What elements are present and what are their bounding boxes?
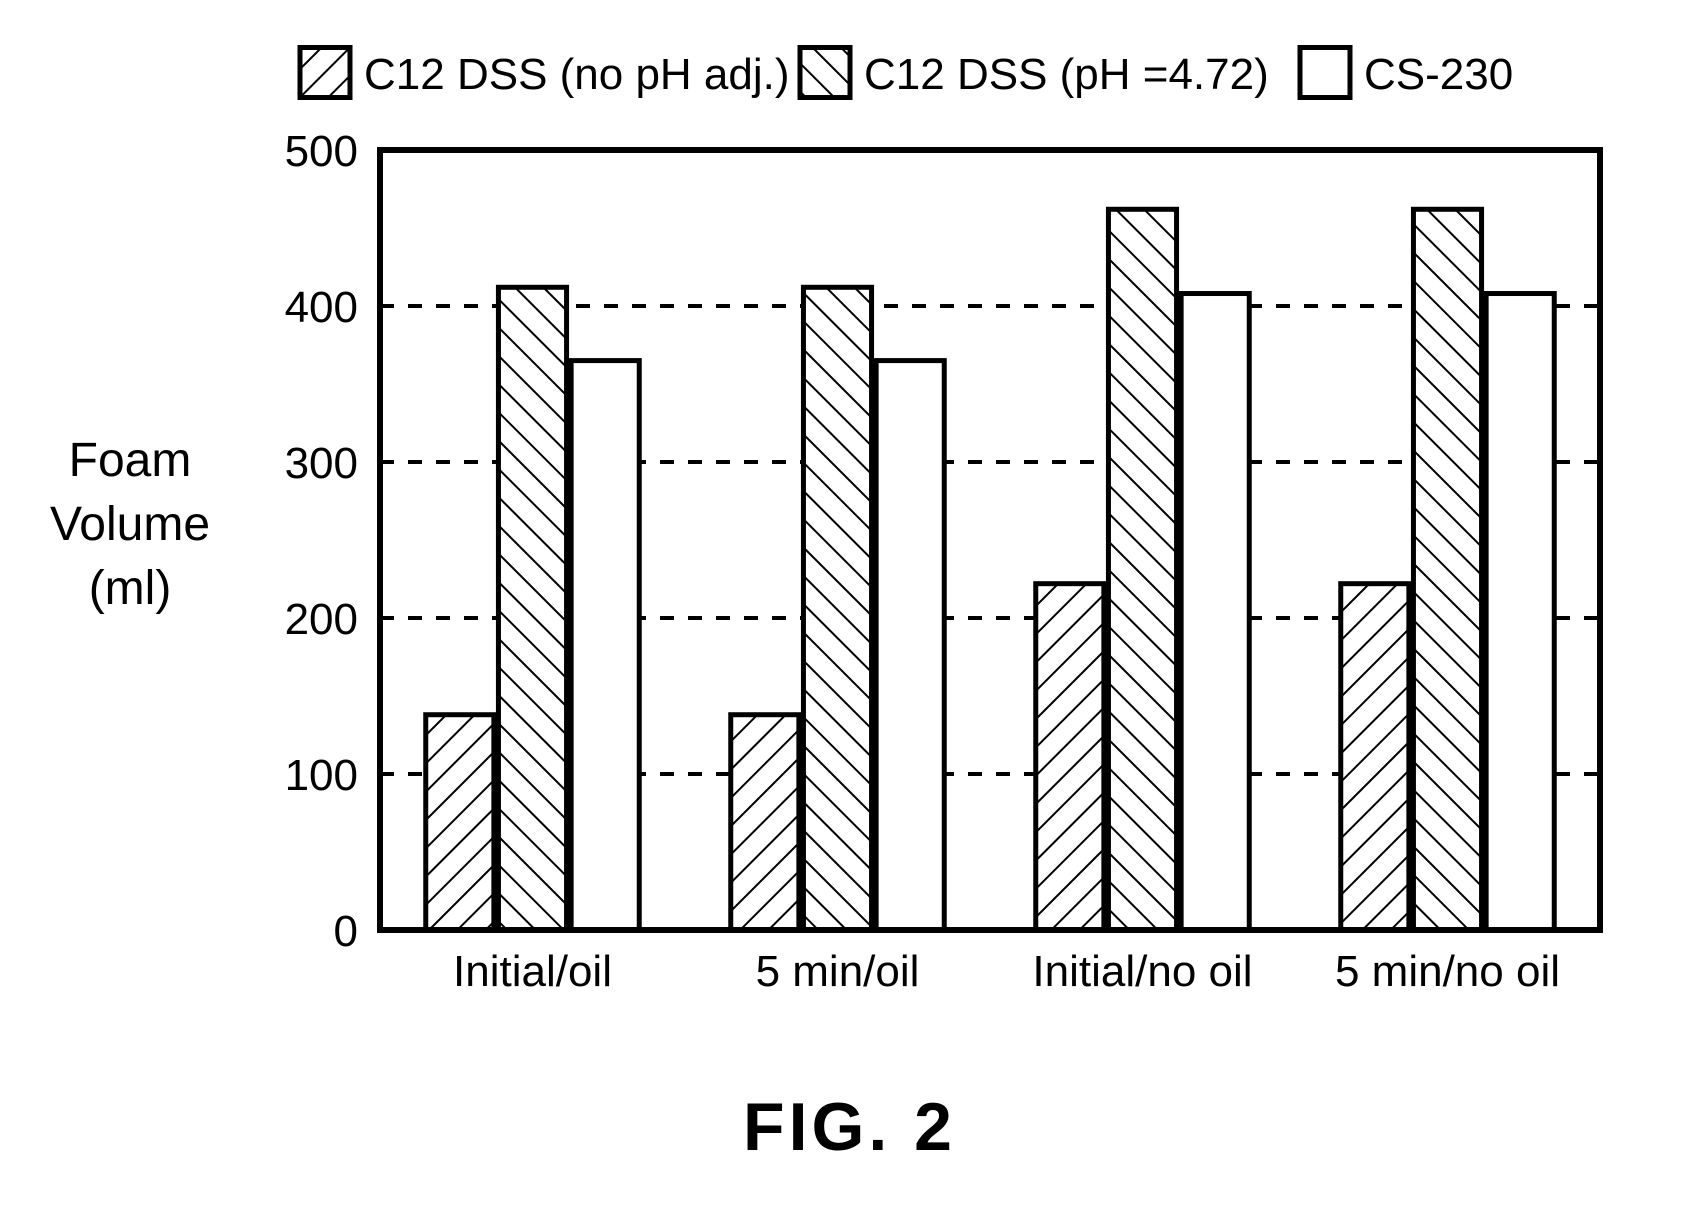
legend-label: C12 DSS (no pH adj.) bbox=[364, 50, 790, 99]
bar bbox=[1108, 209, 1176, 930]
x-tick-label: 5 min/oil bbox=[756, 947, 920, 996]
y-tick-label: 300 bbox=[285, 439, 358, 488]
bar bbox=[1036, 584, 1104, 930]
y-tick-label: 200 bbox=[285, 595, 358, 644]
foam-volume-chart: 0 100 200 300 400 500 Initial/oil 5 min/oil Init… bbox=[0, 0, 1699, 1219]
bar bbox=[1413, 209, 1481, 930]
x-tick-label: Initial/oil bbox=[453, 947, 612, 996]
y-axis-label: FoamVolume(ml) bbox=[50, 434, 210, 615]
legend-swatch bbox=[800, 48, 850, 98]
legend-swatch bbox=[300, 48, 350, 98]
legend-label: CS-230 bbox=[1364, 50, 1513, 99]
bar bbox=[426, 715, 494, 930]
bar bbox=[498, 287, 566, 930]
figure-wrapper: 0 100 200 300 400 500 Initial/oil 5 min/oil Init… bbox=[0, 0, 1699, 1219]
y-tick-label: 400 bbox=[285, 283, 358, 332]
x-tick-label: Initial/no oil bbox=[1032, 947, 1252, 996]
legend-swatch bbox=[1300, 48, 1350, 98]
y-tick-label: 100 bbox=[285, 751, 358, 800]
y-tick-label: 0 bbox=[334, 907, 358, 956]
y-tick-label: 500 bbox=[285, 127, 358, 176]
bar bbox=[1341, 584, 1409, 930]
bar bbox=[571, 361, 639, 930]
bar bbox=[731, 715, 799, 930]
bar bbox=[803, 287, 871, 930]
legend-label: C12 DSS (pH =4.72) bbox=[864, 50, 1269, 99]
x-tick-label: 5 min/no oil bbox=[1335, 947, 1560, 996]
bar bbox=[1181, 294, 1249, 930]
bar bbox=[1486, 294, 1554, 930]
figure-caption: FIG. 2 bbox=[743, 1089, 956, 1165]
bar bbox=[876, 361, 944, 930]
